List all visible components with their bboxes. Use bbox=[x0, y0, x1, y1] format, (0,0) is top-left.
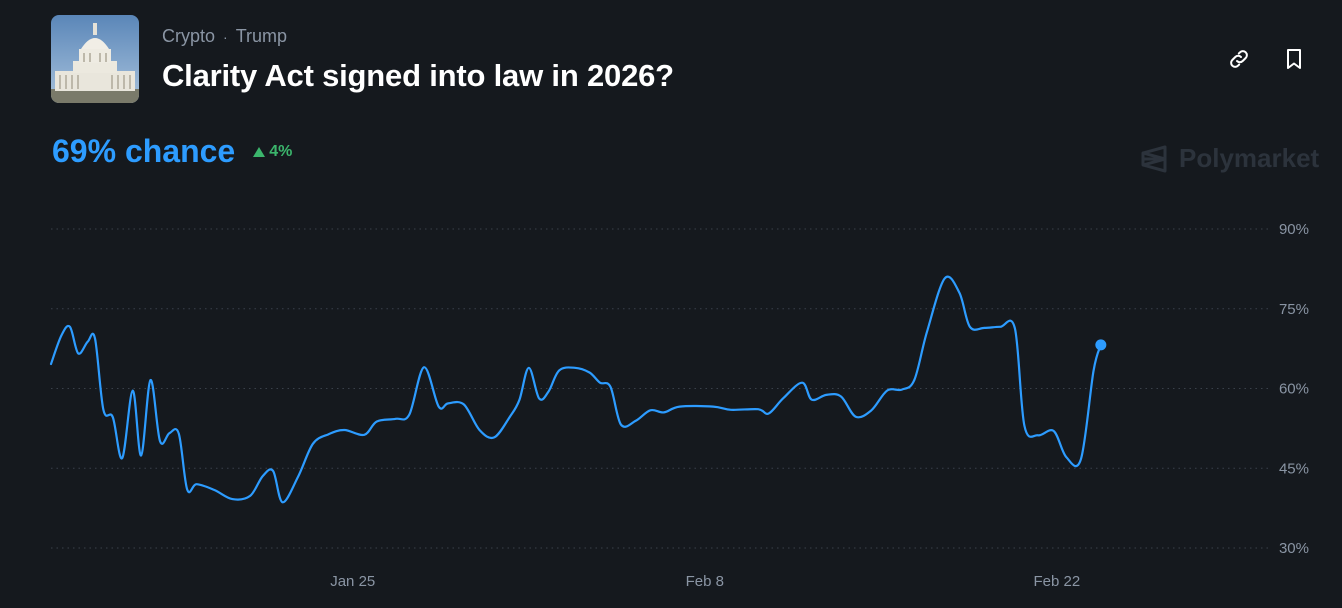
chance-change: 4% bbox=[253, 143, 292, 161]
y-tick-label: 45% bbox=[1279, 460, 1309, 477]
market-thumbnail bbox=[51, 15, 139, 103]
y-tick-label: 30% bbox=[1279, 540, 1309, 557]
current-value-marker bbox=[1095, 339, 1107, 351]
polymarket-watermark: Polymarket bbox=[1139, 143, 1319, 174]
polymarket-logo-icon bbox=[1141, 145, 1167, 172]
y-tick-label: 60% bbox=[1279, 381, 1309, 398]
y-tick-label: 75% bbox=[1279, 301, 1309, 318]
link-icon bbox=[1230, 50, 1248, 68]
chance-change-value: 4% bbox=[269, 142, 293, 160]
breadcrumb-item-crypto[interactable]: Crypto bbox=[162, 26, 216, 46]
chance-summary: 69% chance 4% bbox=[52, 133, 292, 170]
bookmark-button[interactable] bbox=[1281, 46, 1307, 72]
copy-link-button[interactable] bbox=[1226, 46, 1252, 72]
breadcrumb-item-trump[interactable]: Trump bbox=[235, 26, 288, 46]
x-axis: Jan 25 Feb 8 Feb 22 bbox=[330, 573, 1080, 590]
probability-line bbox=[49, 275, 1102, 504]
capitol-image bbox=[51, 15, 139, 103]
triangle-up-icon bbox=[253, 146, 266, 157]
breadcrumb-separator: · bbox=[223, 28, 228, 45]
bookmark-icon bbox=[1287, 49, 1301, 69]
x-tick-label: Feb 22 bbox=[1033, 573, 1080, 590]
x-tick-label: Jan 25 bbox=[330, 573, 375, 590]
market-title: Clarity Act signed into law in 2026? bbox=[162, 58, 674, 93]
y-axis: 90% 75% 60% 45% 30% bbox=[1279, 221, 1309, 557]
y-tick-label: 90% bbox=[1279, 221, 1309, 238]
chance-value: 69% chance bbox=[52, 133, 236, 169]
x-tick-label: Feb 8 bbox=[686, 573, 724, 590]
brand-name: Polymarket bbox=[1179, 143, 1320, 173]
breadcrumb: Crypto · Trump bbox=[162, 26, 287, 47]
